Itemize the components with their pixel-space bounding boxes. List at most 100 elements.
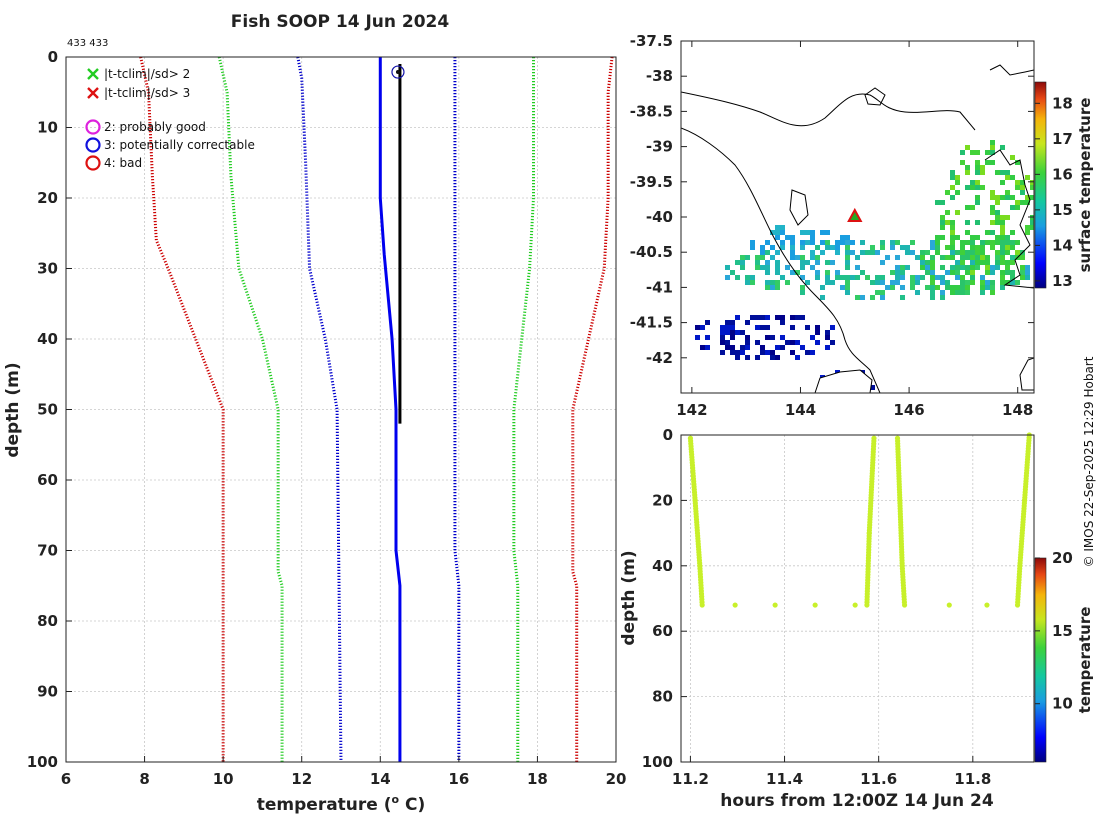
- sst-pixel: [1010, 245, 1015, 250]
- sst-pixel: [765, 260, 770, 265]
- sst-pixel: [700, 345, 705, 350]
- sst-pixel: [1015, 250, 1020, 255]
- sst-pixel: [990, 190, 995, 195]
- sst-pixel: [970, 240, 975, 245]
- map-panel: 142 144 146 148 -37.5 -38 -38.5 -39 -39.5 -40 -40.…: [630, 32, 1094, 419]
- profile-ytick-label-6: 60: [37, 471, 58, 489]
- profile-line-blue-left: [296, 56, 343, 763]
- ts-ytick-label-0: 0: [663, 426, 673, 444]
- sst-pixel: [1015, 180, 1020, 185]
- profile-ytick-label-2: 20: [37, 189, 58, 207]
- sst-pixel: [800, 275, 805, 280]
- sst-pixel: [760, 250, 765, 255]
- sst-pixel: [780, 345, 785, 350]
- sst-pixel: [860, 240, 865, 245]
- map-ticks: 142 144 146 148 -37.5 -38 -38.5 -39 -39.5 -40 -40.…: [630, 32, 1034, 419]
- sst-pixel: [880, 275, 885, 280]
- sst-pixel: [980, 240, 985, 245]
- sst-pixel: [855, 275, 860, 280]
- sst-pixel: [985, 150, 990, 155]
- sst-pixel: [990, 205, 995, 210]
- sst-pixel: [1020, 265, 1025, 270]
- sst-pixel: [1010, 275, 1015, 280]
- sst-pixel: [895, 280, 900, 285]
- sst-pixel: [970, 255, 975, 260]
- sst-pixel: [790, 270, 795, 275]
- sst-pixel: [925, 285, 930, 290]
- sst-pixel: [995, 200, 1000, 205]
- sst-pixel: [950, 250, 955, 255]
- sst-pixel: [865, 250, 870, 255]
- sst-pixel: [785, 340, 790, 345]
- sst-pixel: [965, 265, 970, 270]
- map-ytick-label-6: -40.5: [630, 243, 673, 261]
- temp-tick-label-0: 10: [1052, 695, 1073, 713]
- sst-pixel: [1010, 240, 1015, 245]
- sst-pixel: [960, 275, 965, 280]
- sst-pixel: [945, 210, 950, 215]
- sst-pixel: [1015, 280, 1020, 285]
- sst-pixel: [1020, 275, 1025, 280]
- sst-pixel: [805, 325, 810, 330]
- sst-pixel: [955, 190, 960, 195]
- sst-pixel: [990, 150, 995, 155]
- sst-pixel: [800, 245, 805, 250]
- sst-pixel: [965, 285, 970, 290]
- map-xtick-label-0: 142: [676, 401, 707, 419]
- sst-pixel: [755, 355, 760, 360]
- profile-line-blue-right: [453, 57, 461, 762]
- legend-label-3: 3: potentially correctable: [104, 138, 255, 152]
- sst-pixel: [1015, 200, 1020, 205]
- sst-pixel: [965, 230, 970, 235]
- sst-pixel: [1000, 145, 1005, 150]
- sst-pixel: [865, 275, 870, 280]
- credit-label: © IMOS 22-Sep-2025 12:29 Hobart: [1082, 356, 1096, 567]
- map-ytick-label-1: -38: [646, 67, 673, 85]
- sst-pixel: [950, 170, 955, 175]
- sst-pixel: [975, 255, 980, 260]
- sst-pixel: [790, 245, 795, 250]
- sst-pixel: [905, 250, 910, 255]
- sst-pixel: [955, 265, 960, 270]
- map-xtick-label-1: 144: [785, 401, 816, 419]
- sst-pixel: [995, 240, 1000, 245]
- sst-pixel: [825, 230, 830, 235]
- sst-pixel: [745, 280, 750, 285]
- sst-pixel: [845, 240, 850, 245]
- sst-pixel: [980, 285, 985, 290]
- sst-pixel: [900, 285, 905, 290]
- sst-pixel: [915, 290, 920, 295]
- sst-pixel: [935, 200, 940, 205]
- sst-pixel: [875, 290, 880, 295]
- sst-pixel: [780, 245, 785, 250]
- sst-pixel: [990, 160, 995, 165]
- sst-pixel: [820, 250, 825, 255]
- sst-pixel: [720, 340, 725, 345]
- sst-pixel: [1010, 260, 1015, 265]
- sst-pixel: [850, 275, 855, 280]
- sst-pixel: [775, 230, 780, 235]
- temp-colorbar: [1034, 557, 1047, 763]
- sst-pixel: [940, 280, 945, 285]
- sst-pixel: [1000, 255, 1005, 260]
- sst-pixel: [1000, 250, 1005, 255]
- king-island: [789, 189, 809, 226]
- sst-pixel: [940, 235, 945, 240]
- sst-pixel: [745, 340, 750, 345]
- sst-pixel: [990, 210, 995, 215]
- sst-pixel: [800, 240, 805, 245]
- sst-pixel: [980, 280, 985, 285]
- sst-pixel: [955, 275, 960, 280]
- sst-pixel: [720, 350, 725, 355]
- sst-pixel: [845, 250, 850, 255]
- sst-pixel: [950, 225, 955, 230]
- sst-pixel: [1010, 255, 1015, 260]
- sst-pixel: [880, 290, 885, 295]
- sst-pixel: [870, 295, 875, 300]
- sst-pixel: [970, 275, 975, 280]
- sst-pixel: [940, 275, 945, 280]
- sst-pixel: [835, 240, 840, 245]
- profile-line-green-left: [217, 56, 284, 762]
- sst-pixel: [970, 280, 975, 285]
- sst-pixel: [950, 245, 955, 250]
